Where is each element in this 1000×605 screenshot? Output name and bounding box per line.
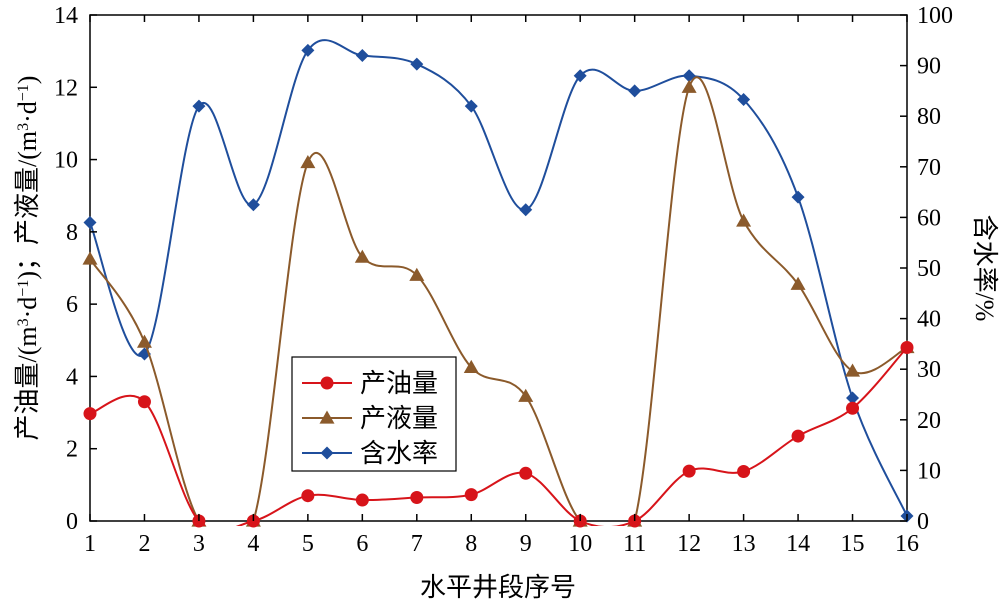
data-point — [791, 429, 805, 443]
y-right-tick-label: 80 — [917, 104, 941, 130]
legend-label: 产油量 — [360, 369, 438, 398]
legend-entry: 产油量 — [302, 369, 438, 398]
data-point — [681, 79, 697, 93]
y-right-tick-label: 40 — [917, 307, 941, 333]
y-right-tick-label: 90 — [917, 54, 941, 80]
data-point — [845, 363, 861, 377]
data-point — [355, 493, 369, 507]
x-tick-label: 13 — [732, 531, 756, 557]
series-oil-rate — [83, 341, 914, 528]
series-line — [89, 76, 908, 526]
y-left-tick-label: 8 — [66, 220, 78, 246]
ticks-layer: 1 2 3 4 5 6 7 8 9 10 11 12 13 14 15 1602468101214010203… — [54, 3, 953, 557]
data-point — [82, 251, 98, 265]
y-right-tick-label: 70 — [917, 155, 941, 181]
y-left-tick-label: 14 — [54, 3, 78, 29]
data-point — [573, 69, 587, 83]
data-point — [736, 213, 752, 227]
legend-label: 含水率 — [360, 439, 438, 468]
data-point — [410, 491, 424, 505]
x-axis-title: 水平井段序号 — [420, 573, 576, 602]
data-point — [300, 154, 316, 169]
y-right-tick-label: 30 — [917, 357, 941, 383]
legend-entry: 产液量 — [302, 404, 438, 433]
data-point — [846, 401, 860, 415]
x-tick-label: 1 — [84, 531, 96, 557]
data-point — [83, 407, 97, 421]
data-point — [409, 267, 425, 281]
data-point — [192, 99, 206, 113]
data-point — [518, 388, 534, 402]
data-point — [136, 334, 152, 348]
legend-marker — [320, 446, 334, 460]
legend-marker — [319, 410, 335, 424]
x-tick-label: 8 — [465, 531, 477, 557]
y-right-tick-label: 0 — [917, 509, 929, 535]
data-point — [83, 215, 97, 229]
legend-marker — [320, 376, 334, 390]
y-right-tick-label: 50 — [917, 256, 941, 282]
data-point — [682, 464, 696, 478]
x-tick-label: 14 — [786, 531, 810, 557]
series-water-cut — [83, 39, 914, 523]
x-tick-label: 11 — [623, 531, 646, 557]
data-point — [519, 466, 533, 480]
x-tick-label: 2 — [138, 531, 150, 557]
x-tick-label: 15 — [841, 531, 865, 557]
x-tick-label: 10 — [568, 531, 592, 557]
x-tick-label: 6 — [356, 531, 368, 557]
x-tick-label: 16 — [895, 531, 919, 557]
data-point — [355, 48, 369, 62]
y-right-tick-label: 20 — [917, 408, 941, 434]
x-tick-label: 12 — [677, 531, 701, 557]
y-right-tick-label: 100 — [917, 3, 953, 29]
data-point — [301, 489, 315, 503]
data-point — [301, 43, 315, 57]
y-left-tick-label: 12 — [54, 75, 78, 101]
series-layer — [82, 39, 915, 528]
x-tick-label: 7 — [411, 531, 423, 557]
x-tick-label: 5 — [302, 531, 314, 557]
y-left-tick-label: 0 — [66, 509, 78, 535]
data-point — [737, 464, 751, 478]
y-left-tick-label: 2 — [66, 437, 78, 463]
y-left-tick-label: 10 — [54, 148, 78, 174]
data-point — [464, 488, 478, 502]
data-point — [846, 391, 860, 405]
y-right-tick-label: 10 — [917, 458, 941, 484]
data-point — [354, 249, 370, 263]
x-tick-label: 3 — [193, 531, 205, 557]
y-right-tick-label: 60 — [917, 205, 941, 231]
legend-entry: 含水率 — [302, 439, 438, 468]
legend-label: 产液量 — [360, 404, 438, 433]
data-point — [628, 84, 642, 98]
data-point — [900, 341, 914, 355]
data-point — [519, 203, 533, 217]
data-point — [463, 359, 479, 374]
x-tick-label: 9 — [520, 531, 532, 557]
data-point — [790, 276, 806, 290]
y-left-tick-label: 4 — [66, 364, 78, 390]
y-axis-right-title: 含水率/% — [970, 215, 999, 322]
data-point — [737, 93, 751, 107]
data-point — [791, 190, 805, 204]
y-axis-left-title: 产油量/(m3·d−1)；产液量/(m3·d−1) — [13, 76, 42, 441]
series-line — [89, 346, 908, 526]
data-point — [246, 198, 260, 212]
data-point — [464, 99, 478, 113]
data-point — [137, 395, 151, 409]
data-point — [410, 57, 424, 71]
x-tick-label: 4 — [247, 531, 259, 557]
y-left-tick-label: 6 — [66, 292, 78, 318]
series-liquid-rate — [82, 76, 915, 527]
